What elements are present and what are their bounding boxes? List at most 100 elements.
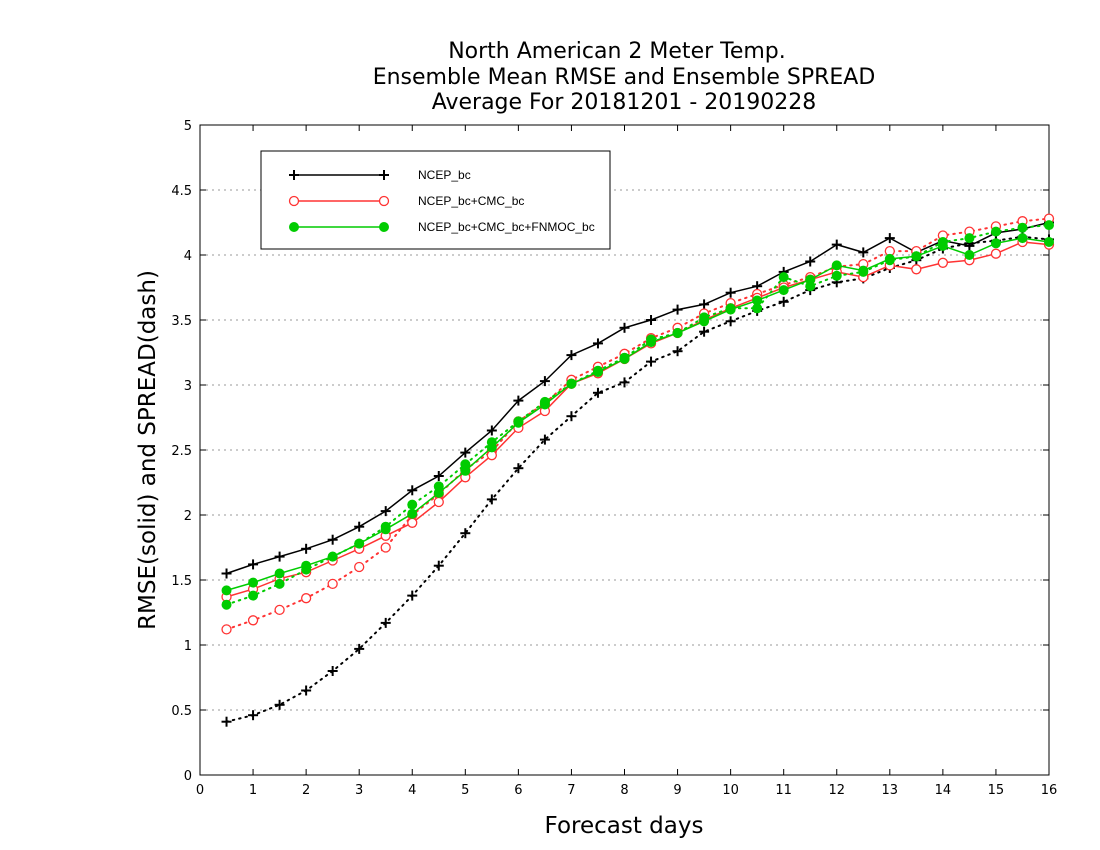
x-tick-label: 6 [514,783,522,798]
x-tick-label: 5 [461,783,469,798]
data-point-rmse [699,316,710,327]
data-point-rmse [327,534,338,545]
x-tick-label: 12 [828,783,845,798]
data-point-rmse [884,233,895,244]
data-point-spread [407,590,418,601]
legend-marker [378,195,390,207]
data-point-spread [513,463,524,474]
y-tick-label: 5 [184,119,192,134]
data-point-spread [354,561,365,573]
x-tick-label: 9 [673,783,681,798]
data-point-spread [646,356,657,367]
data-point-rmse [619,354,630,364]
data-point-rmse [513,395,524,406]
data-point-rmse [566,350,577,361]
x-tick-label: 15 [988,783,1005,798]
data-point-rmse [486,425,497,436]
series-line-rmse [226,221,1050,575]
data-point-spread [566,411,577,422]
x-tick-label: 4 [408,783,416,798]
data-point-spread [221,716,232,727]
legend-marker [288,195,300,207]
data-point-rmse [380,506,391,517]
data-point-rmse [1017,233,1028,244]
data-point-spread [380,617,391,628]
legend-marker [379,170,389,180]
data-point-spread [274,604,285,616]
data-point-spread [486,494,497,505]
data-point-spread [300,593,312,604]
x-axis-label: Forecast days [545,813,704,839]
data-point-rmse [433,487,444,498]
data-point-spread [248,710,259,721]
data-point-rmse [964,250,975,260]
data-point-spread [248,590,259,601]
data-point-spread [433,560,444,571]
x-tick-label: 13 [882,783,899,798]
data-point-spread [539,434,550,445]
data-point-rmse [646,315,657,325]
x-tick-label: 3 [355,783,363,798]
data-point-spread [1044,220,1054,231]
x-tick-label: 1 [249,783,257,798]
data-point-rmse [672,304,683,315]
data-point-rmse [248,559,259,570]
data-point-rmse [805,256,816,267]
data-point-spread [327,578,338,590]
data-point-rmse [248,577,259,588]
x-tick-label: 14 [935,783,952,798]
y-tick-labels: 0 0.5 1 1.5 2 2.5 3 3.5 4 4.5 5 [171,119,192,784]
data-point-rmse [354,521,365,532]
data-point-rmse [539,399,550,410]
data-point-rmse [911,264,922,275]
data-point-rmse [407,517,418,528]
x-tick-label: 16 [1041,783,1058,798]
data-point-spread [380,542,391,553]
series-line-rmse [226,237,1050,592]
data-point-rmse [274,568,285,579]
data-point-rmse [221,585,232,596]
data-point-rmse [884,253,895,264]
data-point-spread [725,316,736,327]
data-point-spread [407,499,418,510]
y-tick-label: 3.5 [171,314,192,329]
legend-entries: NCEP_bc NCEP_bc+CMC_bc NCEP_bc+CMC_bc+FNMO… [288,168,595,234]
x-tick-labels: 0 1 2 3 4 5 6 7 8 9 10 11 12 13 14 15 16 [196,783,1057,798]
data-point-rmse [460,465,471,476]
data-point-rmse [1044,237,1054,247]
data-point-rmse [513,417,524,428]
data-point-rmse [274,551,285,562]
data-point-rmse [566,378,577,389]
y-tick-label: 3 [184,379,192,394]
y-tick-label: 0 [184,769,192,784]
data-point-rmse [301,543,312,554]
data-point-rmse [831,260,842,271]
data-point-rmse [354,538,365,549]
data-point-spread [460,528,471,539]
data-point-rmse [725,304,736,315]
axis-ticks [199,124,1050,776]
legend-label: NCEP_bc+CMC_bc [418,194,524,208]
data-point-rmse [646,337,657,348]
data-point-spread [831,270,842,281]
data-point-spread [354,643,365,654]
legend-box [260,150,611,250]
data-point-spread [274,699,285,710]
data-point-rmse [911,251,922,262]
y-tick-label: 2 [184,509,192,524]
data-point-spread [327,666,338,676]
data-point-rmse [407,508,418,519]
data-point-spread [672,346,683,357]
series-lines [221,213,1055,727]
y-axis-label: RMSE(solid) and SPREAD(dash) [135,270,161,630]
data-point-rmse [619,322,630,333]
legend-marker [289,222,299,232]
series-line-spread [225,235,1050,723]
data-point-spread [1017,222,1028,233]
data-point-rmse [433,471,444,481]
data-point-rmse [858,265,869,276]
legend-label: NCEP_bc [418,168,471,182]
y-tick-label: 1 [184,639,192,654]
title-line-2: Ensemble Mean RMSE and Ensemble SPREAD [373,65,876,90]
